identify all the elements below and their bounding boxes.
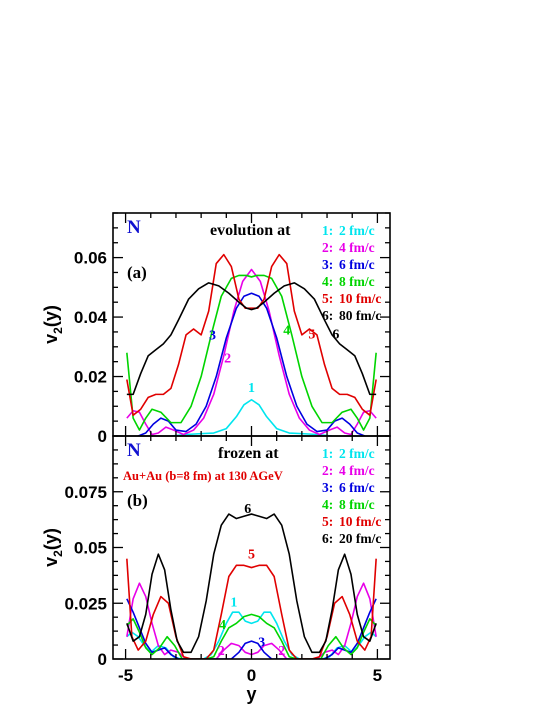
series-line-2 bbox=[126, 268, 377, 436]
y-axis-title-tail: (y) bbox=[41, 528, 61, 550]
y-axis-title-main: v bbox=[41, 557, 61, 567]
legend-number: 5: bbox=[322, 514, 333, 529]
series-line-4 bbox=[126, 274, 377, 431]
legend-text: 2 fm/c bbox=[339, 223, 375, 238]
legend-number: 1: bbox=[322, 446, 333, 461]
series-line-3 bbox=[126, 598, 377, 659]
curve-label-2b: 2 bbox=[278, 644, 285, 659]
y-axis-title-main: v bbox=[41, 334, 61, 344]
series-line-3 bbox=[137, 292, 366, 436]
n-marker: N bbox=[127, 217, 141, 238]
legend-number: 6: bbox=[322, 531, 333, 546]
collision-label: Au+Au (b=8 fm) at 130 AGeV bbox=[123, 469, 283, 483]
legend-text: 6 fm/c bbox=[339, 480, 375, 495]
legend-text: 4 fm/c bbox=[339, 240, 375, 255]
legend-entry-5: 5: 10 fm/c bbox=[322, 291, 381, 306]
y-tick-label: 0.02 bbox=[74, 368, 107, 387]
curve-label-2: 2 bbox=[224, 351, 231, 366]
panel-label: (a) bbox=[127, 263, 147, 282]
legend-text: 10 fm/c bbox=[339, 291, 381, 306]
y-axis-title-sub: 2 bbox=[51, 327, 65, 334]
legend-number: 3: bbox=[322, 480, 333, 495]
y-axis-title: v2(y) bbox=[41, 528, 65, 567]
y-tick-label: 0.04 bbox=[74, 308, 108, 327]
curve-label-2: 2 bbox=[218, 644, 225, 659]
legend-text: 4 fm/c bbox=[339, 463, 375, 478]
curve-label-6: 6 bbox=[332, 327, 339, 342]
legend-number: 1: bbox=[322, 223, 333, 238]
legend-entry-5: 5: 10 fm/c bbox=[322, 514, 381, 529]
x-axis-title: y bbox=[246, 684, 256, 704]
legend-entry-3: 3: 6 fm/c bbox=[322, 480, 375, 495]
legend-number: 2: bbox=[322, 240, 333, 255]
legend-entry-1: 1: 2 fm/c bbox=[322, 446, 375, 461]
series-line-6 bbox=[126, 282, 377, 396]
curve-label-3: 3 bbox=[258, 636, 265, 651]
curve-label-4: 4 bbox=[219, 618, 226, 633]
curve-label-1: 1 bbox=[248, 381, 255, 396]
y-tick-label: 0.06 bbox=[74, 249, 107, 268]
legend-entry-1: 1: 2 fm/c bbox=[322, 223, 375, 238]
y-tick-label: 0 bbox=[98, 427, 107, 446]
legend-entry-3: 3: 6 fm/c bbox=[322, 257, 375, 272]
legend-text: 80 fm/c bbox=[339, 308, 381, 323]
x-tick-label: 5 bbox=[373, 666, 382, 685]
x-tick-label: -5 bbox=[118, 666, 133, 685]
curve-label-6: 6 bbox=[244, 502, 251, 517]
curve-label-5: 5 bbox=[308, 327, 315, 342]
series-line-1 bbox=[126, 611, 377, 659]
y-axis-title: v2(y) bbox=[41, 305, 65, 344]
legend-entry-6: 6: 80 fm/c bbox=[322, 308, 381, 323]
legend-text: 8 fm/c bbox=[339, 274, 375, 289]
panel-header: frozen at bbox=[218, 445, 279, 462]
legend-text: 20 fm/c bbox=[339, 531, 381, 546]
legend-number: 2: bbox=[322, 463, 333, 478]
legend-text: 10 fm/c bbox=[339, 514, 381, 529]
y-axis-title-tail: (y) bbox=[41, 305, 61, 327]
legend-number: 5: bbox=[322, 291, 333, 306]
series-line-1 bbox=[170, 398, 333, 436]
legend-text: 2 fm/c bbox=[339, 446, 375, 461]
y-tick-label: 0 bbox=[98, 650, 107, 669]
legend-number: 4: bbox=[322, 274, 333, 289]
series-line-5 bbox=[126, 253, 377, 416]
curve-label-1: 1 bbox=[230, 596, 237, 611]
legend-entry-6: 6: 20 fm/c bbox=[322, 531, 381, 546]
series-line-4 bbox=[126, 613, 377, 659]
y-axis-title-sub: 2 bbox=[51, 550, 65, 557]
legend-text: 8 fm/c bbox=[339, 497, 375, 512]
legend-text: 6 fm/c bbox=[339, 257, 375, 272]
series-line-5 bbox=[126, 558, 377, 659]
series-line-6 bbox=[126, 513, 377, 654]
legend-entry-2: 2: 4 fm/c bbox=[322, 463, 375, 478]
curve-label-3: 3 bbox=[209, 328, 216, 343]
series-group bbox=[126, 253, 377, 436]
legend-number: 3: bbox=[322, 257, 333, 272]
legend-number: 6: bbox=[322, 308, 333, 323]
legend-number: 4: bbox=[322, 497, 333, 512]
y-tick-label: 0.05 bbox=[74, 539, 107, 558]
legend-entry-4: 4: 8 fm/c bbox=[322, 274, 375, 289]
x-tick-label: 0 bbox=[247, 666, 256, 685]
legend-entry-4: 4: 8 fm/c bbox=[322, 497, 375, 512]
panel-header: evolution at bbox=[210, 222, 291, 239]
y-tick-label: 0.025 bbox=[64, 594, 107, 613]
curve-label-4: 4 bbox=[283, 323, 290, 338]
legend-entry-2: 2: 4 fm/c bbox=[322, 240, 375, 255]
curve-label-5: 5 bbox=[248, 548, 255, 563]
panel-label: (b) bbox=[127, 491, 148, 510]
n-marker: N bbox=[127, 440, 141, 461]
y-tick-label: 0.075 bbox=[64, 483, 107, 502]
